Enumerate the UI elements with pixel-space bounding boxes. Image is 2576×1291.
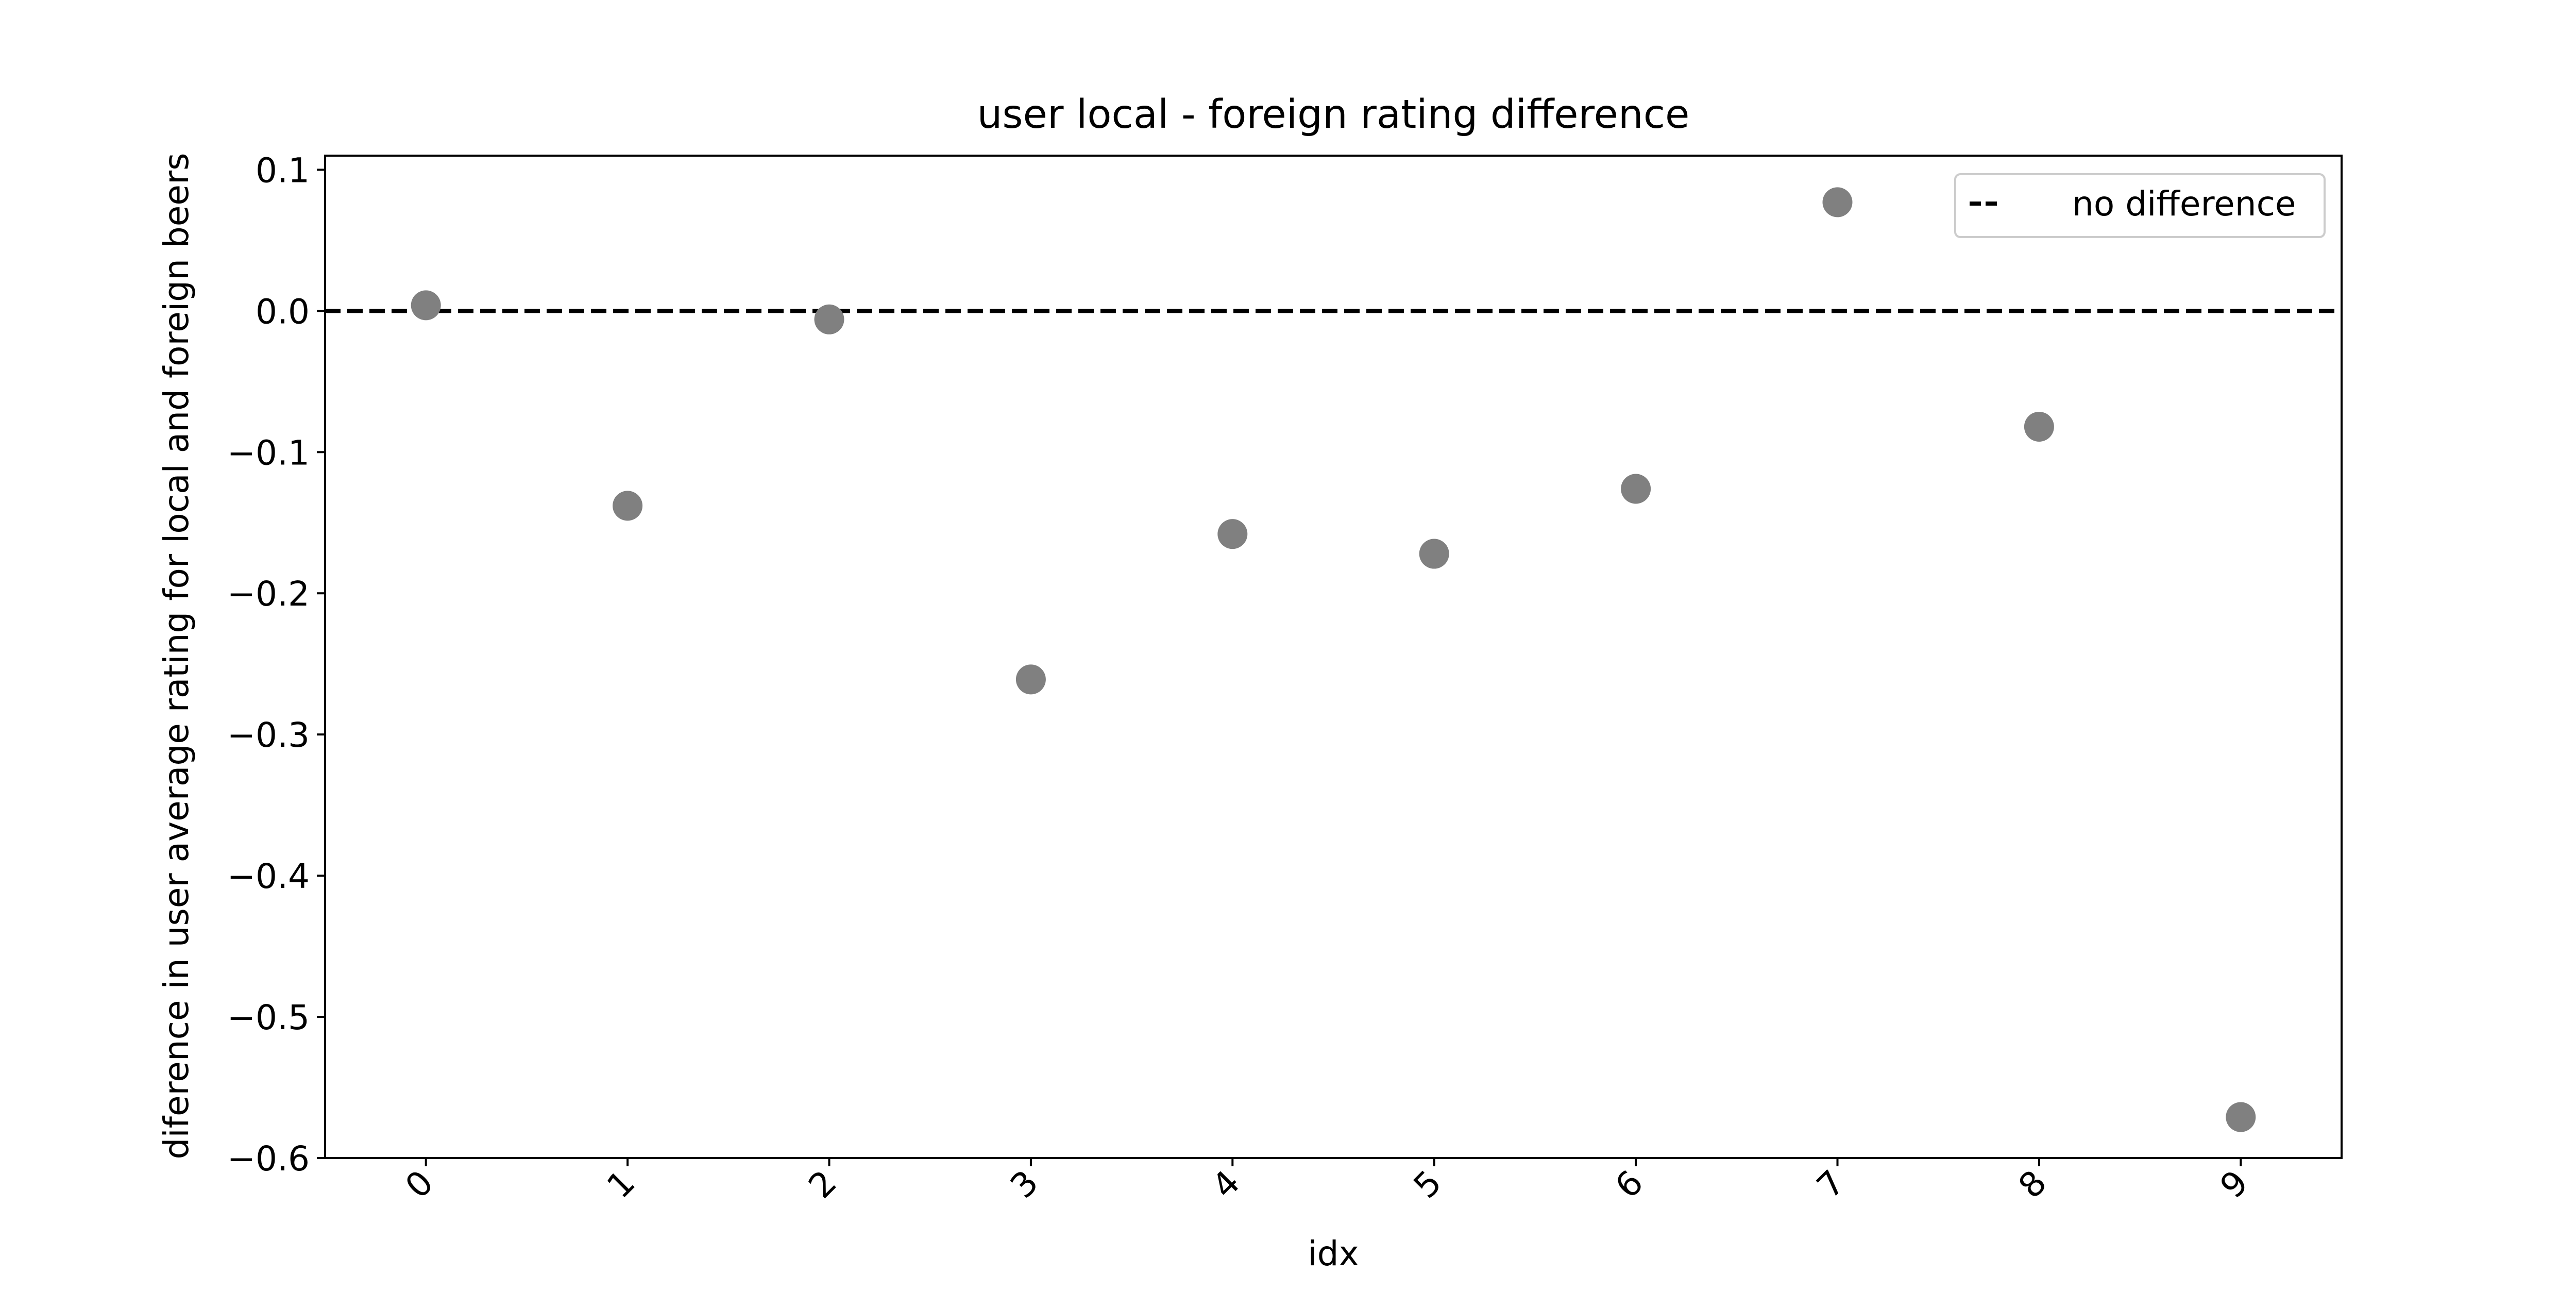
x-axis-label: idx — [1308, 1234, 1359, 1273]
y-tick-label: 0.1 — [256, 150, 310, 190]
y-axis-label: diference in user average rating for loc… — [157, 153, 196, 1159]
y-axis: 0.1 0.0 −0.1 −0.2 −0.3 −0.4 −0.5 −0.6 — [227, 150, 325, 1179]
data-point — [1822, 187, 1853, 217]
y-tick-label: −0.5 — [227, 998, 310, 1037]
data-point — [1217, 519, 1248, 549]
chart-title: user local - foreign rating difference — [977, 92, 1690, 138]
x-tick-label: 8 — [2011, 1163, 2054, 1206]
y-tick-label: −0.4 — [227, 857, 310, 896]
plot-area — [325, 187, 2342, 1132]
x-tick-label: 9 — [2212, 1163, 2256, 1206]
plot-frame — [324, 155, 2343, 1159]
data-point — [411, 290, 441, 321]
x-tick-label: 2 — [801, 1163, 844, 1206]
data-point — [2024, 411, 2054, 442]
x-tick-label: 4 — [1204, 1163, 1247, 1206]
y-tick-label: 0.0 — [256, 292, 310, 331]
data-point — [1419, 539, 1449, 569]
data-point — [1621, 474, 1651, 504]
x-tick-label: 6 — [1607, 1163, 1651, 1206]
x-tick-label: 1 — [599, 1163, 642, 1206]
x-tick-label: 7 — [1809, 1163, 1853, 1206]
y-tick-label: −0.3 — [227, 715, 310, 755]
y-tick-label: −0.6 — [227, 1139, 310, 1179]
x-tick-label: 0 — [398, 1163, 441, 1206]
data-point — [2226, 1102, 2256, 1132]
data-point — [814, 304, 844, 334]
x-axis: 0 1 2 3 4 5 6 7 8 9 — [398, 1158, 2256, 1206]
legend-label: no difference — [2072, 184, 2296, 224]
data-point — [1015, 664, 1046, 695]
x-tick-label: 3 — [1003, 1163, 1046, 1206]
y-tick-label: −0.1 — [227, 433, 310, 473]
data-point — [613, 491, 643, 521]
y-tick-label: −0.2 — [227, 574, 310, 614]
legend: no difference — [1954, 173, 2326, 238]
x-tick-label: 5 — [1406, 1163, 1449, 1206]
legend-box — [1954, 173, 2326, 238]
